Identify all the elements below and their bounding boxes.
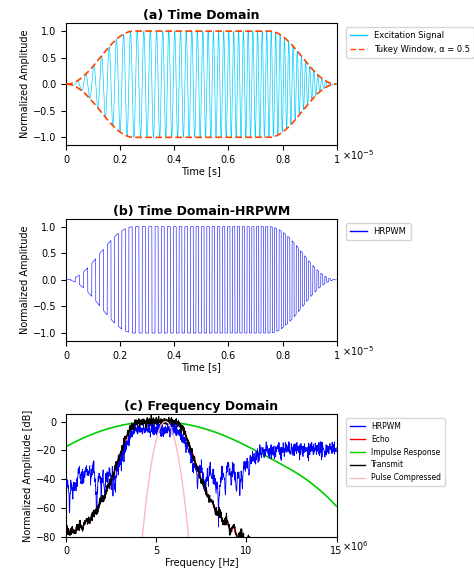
X-axis label: Time [s]: Time [s] (182, 362, 221, 372)
Title: (b) Time Domain-HRPWM: (b) Time Domain-HRPWM (113, 204, 290, 218)
Title: (c) Frequency Domain: (c) Frequency Domain (124, 400, 279, 413)
X-axis label: Time [s]: Time [s] (182, 166, 221, 177)
Text: $\times10^{6}$: $\times10^{6}$ (342, 539, 368, 553)
Legend: Excitation Signal, Tukey Window, α = 0.5: Excitation Signal, Tukey Window, α = 0.5 (346, 27, 474, 58)
Y-axis label: Normalized Amplitude: Normalized Amplitude (20, 226, 30, 334)
Legend: HRPWM: HRPWM (346, 223, 410, 240)
Y-axis label: Normalized Amplitude [dB]: Normalized Amplitude [dB] (23, 409, 33, 542)
Title: (a) Time Domain: (a) Time Domain (143, 9, 260, 22)
Text: $\times10^{-5}$: $\times10^{-5}$ (342, 344, 374, 358)
Y-axis label: Normalized Amplitude: Normalized Amplitude (20, 30, 30, 138)
Legend: HRPWM, Echo, Impulse Response, Transmit, Pulse Compressed: HRPWM, Echo, Impulse Response, Transmit,… (346, 418, 445, 486)
Text: $\times10^{-5}$: $\times10^{-5}$ (342, 148, 374, 162)
X-axis label: Frequency [Hz]: Frequency [Hz] (164, 558, 238, 568)
